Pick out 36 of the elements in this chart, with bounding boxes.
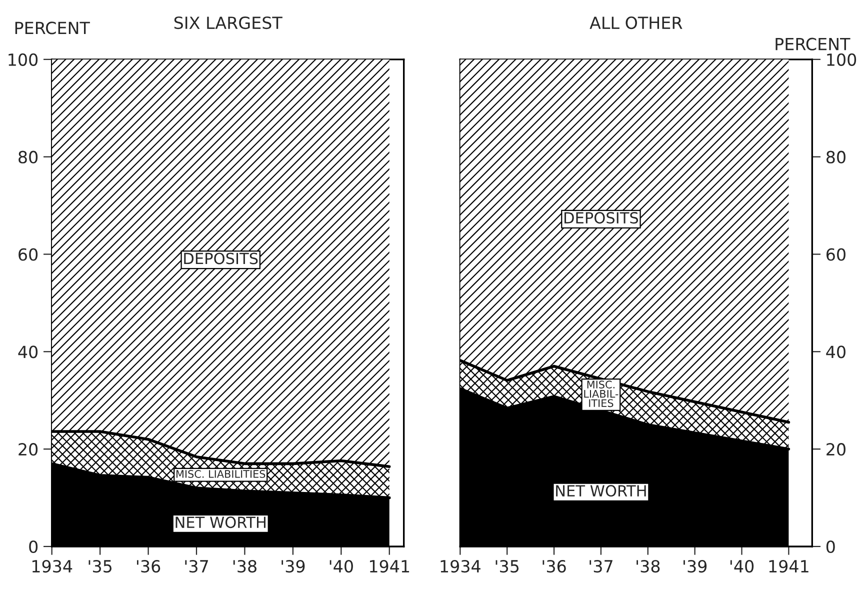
x-tick-label: 1934 — [440, 560, 480, 573]
x-tick-label: '40 — [730, 560, 754, 573]
y2-tick-label: 20 — [826, 443, 846, 456]
x-tick-label: 1934 — [32, 560, 72, 573]
y-tick-label: 80 — [18, 150, 38, 164]
y-axis-title: PERCENT — [15, 22, 90, 34]
series-label: NET WORTH — [176, 516, 266, 528]
chart-title: ALL OTHER — [590, 16, 682, 30]
x-tick-label: '36 — [136, 560, 160, 573]
y2-tick-label: 0 — [826, 540, 835, 554]
series-label: NET WORTH — [556, 485, 646, 497]
x-tick-label: '39 — [684, 560, 707, 573]
x-tick-label: '36 — [542, 560, 566, 573]
y-tick-label: 0 — [29, 540, 38, 554]
y2-tick-label: 100 — [827, 53, 856, 66]
x-tick-label: '39 — [282, 560, 305, 573]
x-tick-label: 1941 — [370, 560, 410, 573]
series-label: DEPOSITS — [184, 252, 258, 264]
x-tick-label: '35 — [496, 560, 519, 573]
y2-tick-label: 40 — [826, 346, 846, 358]
y-tick-label: 60 — [18, 248, 38, 261]
y-tick-label: 20 — [18, 443, 38, 456]
x-tick-label: 1941 — [769, 560, 808, 573]
x-tick-label: '35 — [88, 560, 112, 573]
y2-axis-title: PERCENT — [776, 38, 850, 50]
chart-title: SIX LARGEST — [174, 16, 282, 30]
x-tick-label: '40 — [330, 560, 353, 573]
y2-tick-label: 60 — [826, 248, 846, 261]
y-tick-label: 40 — [18, 346, 38, 358]
x-tick-label: '37 — [590, 560, 612, 573]
x-tick-label: '38 — [636, 560, 660, 573]
x-tick-label: '37 — [185, 560, 208, 573]
x-tick-label: '38 — [233, 560, 256, 573]
series-label: MISC. LIABILITIES — [176, 470, 266, 478]
y2-tick-label: 80 — [826, 150, 846, 164]
y-tick-label: 100 — [8, 53, 38, 66]
